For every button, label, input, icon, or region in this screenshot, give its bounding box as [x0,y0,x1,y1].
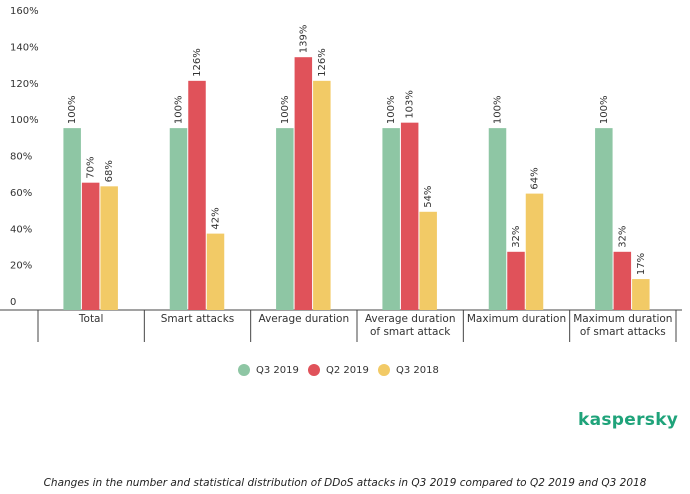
y-tick-label: 160% [10,6,39,17]
bar [313,80,331,311]
bar [595,128,613,310]
bar [100,186,118,310]
bar [188,80,206,311]
bar [382,128,400,310]
y-tick-label: 0 [10,297,16,308]
value-label: 42% [211,207,222,229]
legend-marker [238,364,250,376]
legend-label: Q3 2018 [396,365,439,376]
x-tick-label: Maximum duration of smart attacks [573,313,673,338]
legend-marker [378,364,390,376]
value-label: 64% [530,167,541,189]
value-label: 100% [280,96,291,125]
value-label: 100% [599,96,610,125]
caption: Changes in the number and statistical di… [43,477,647,489]
bar [169,128,188,310]
bar [400,122,419,310]
bar [488,128,507,310]
bar [294,57,313,310]
x-tick-label: Average duration of smart attack [364,313,456,338]
bar [63,128,81,310]
x-tick-label: Average duration [258,313,350,325]
brand-logo: kaspersky [578,410,679,430]
bar [81,182,100,310]
y-tick-label: 80% [10,152,32,163]
bar [525,193,544,310]
bar [206,233,225,310]
x-tick-label: Total [78,313,104,325]
value-label: 32% [511,226,522,248]
y-tick-label: 140% [10,42,39,53]
bar [276,128,294,310]
x-tick-label: Maximum duration [466,313,567,325]
y-tick-label: 40% [10,224,32,235]
y-tick-label: 60% [10,188,32,199]
value-label: 70% [86,156,97,178]
value-label: 126% [192,48,203,77]
bar [419,211,437,310]
y-tick-label: 120% [10,79,39,90]
value-label: 17% [636,253,647,275]
legend-label: Q2 2019 [326,365,369,376]
y-tick-label: 100% [10,115,39,126]
bar [507,251,525,310]
value-label: 54% [423,186,434,208]
value-label: 32% [617,226,628,248]
value-label: 68% [104,160,115,182]
value-label: 100% [386,96,397,125]
value-label: 100% [67,96,78,125]
y-tick-label: 20% [10,261,32,272]
bar [613,251,632,310]
legend-label: Q3 2019 [256,365,299,376]
x-tick-label: Smart attacks [160,313,235,325]
value-label: 103% [405,90,416,119]
bar [632,279,650,310]
value-label: 126% [317,48,328,77]
value-label: 100% [174,96,185,125]
legend-marker [308,364,320,376]
value-label: 139% [298,25,309,54]
value-label: 100% [493,96,504,125]
